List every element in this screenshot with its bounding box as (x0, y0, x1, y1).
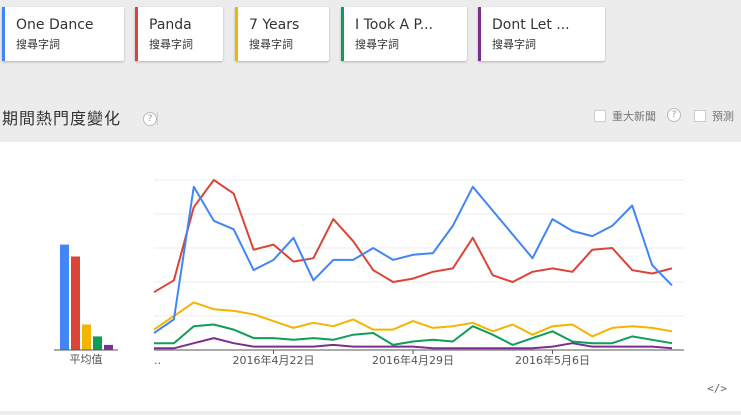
series-line-i-took-a-p- (154, 323, 673, 346)
average-bar-4 (104, 344, 113, 350)
x-tick-label: 2016年5月6日 (515, 353, 590, 367)
term-label: Dont Let ... (492, 17, 570, 33)
average-bar-2 (82, 324, 91, 350)
term-sublabel: 搜尋字詞 (249, 38, 293, 51)
average-bar-0 (60, 244, 69, 350)
news-label: 重大新聞 (612, 110, 656, 123)
term-sublabel: 搜尋字詞 (492, 38, 536, 51)
term-sublabel: 搜尋字詞 (149, 38, 193, 51)
x-axis-ticks: .. 2016年4月22日 2016年4月29日 2016年5月6日 (154, 350, 590, 367)
chart-panel: 平均值 .. 2016年4月22日 2016年4月29日 2016年5月6日 </> (0, 142, 741, 411)
help-icon[interactable]: ? (143, 112, 157, 126)
x-tick-label: 2016年4月29日 (372, 353, 454, 367)
forecast-label: 預測 (712, 110, 734, 123)
section-title: 期間熱門度變化 (2, 109, 122, 128)
x-start-label: .. (154, 354, 161, 367)
term-chip-7-years[interactable]: 7 Years 搜尋字詞 (235, 7, 329, 61)
term-label: Panda (149, 17, 192, 33)
term-color-bar (2, 7, 5, 61)
term-label: One Dance (16, 17, 94, 33)
news-help-icon[interactable]: ? (667, 108, 681, 122)
gridlines (154, 179, 684, 351)
trend-lines (153, 179, 673, 350)
forecast-checkbox[interactable] (694, 110, 706, 122)
news-checkbox[interactable] (594, 110, 606, 122)
term-chip-dont-let[interactable]: Dont Let ... 搜尋字詞 (478, 7, 605, 61)
term-color-bar (135, 7, 138, 61)
average-bar-1 (71, 256, 80, 350)
series-line-panda (153, 179, 673, 294)
x-tick-label: 2016年4月22日 (233, 353, 315, 367)
term-label: I Took A P... (355, 17, 434, 33)
term-chip-panda[interactable]: Panda 搜尋字詞 (135, 7, 223, 61)
term-chip-i-took-a-pill[interactable]: I Took A P... 搜尋字詞 (341, 7, 467, 61)
average-label: 平均值 (70, 353, 103, 366)
interest-over-time-chart: 平均值 .. 2016年4月22日 2016年4月29日 2016年5月6日 (54, 179, 684, 367)
term-sublabel: 搜尋字詞 (355, 38, 399, 51)
term-color-bar (235, 7, 238, 61)
average-bars (54, 244, 118, 351)
series-line-one-dance (153, 185, 673, 334)
series-line-7-years (153, 301, 673, 338)
term-chip-one-dance[interactable]: One Dance 搜尋字詞 (2, 7, 124, 61)
term-label: 7 Years (249, 17, 300, 33)
average-bar-3 (93, 336, 102, 350)
divider (157, 112, 158, 125)
series-line-dont-let- (154, 337, 673, 350)
term-color-bar (341, 7, 344, 61)
term-color-bar (478, 7, 481, 61)
embed-code-icon[interactable]: </> (707, 382, 727, 395)
term-sublabel: 搜尋字詞 (16, 38, 60, 51)
